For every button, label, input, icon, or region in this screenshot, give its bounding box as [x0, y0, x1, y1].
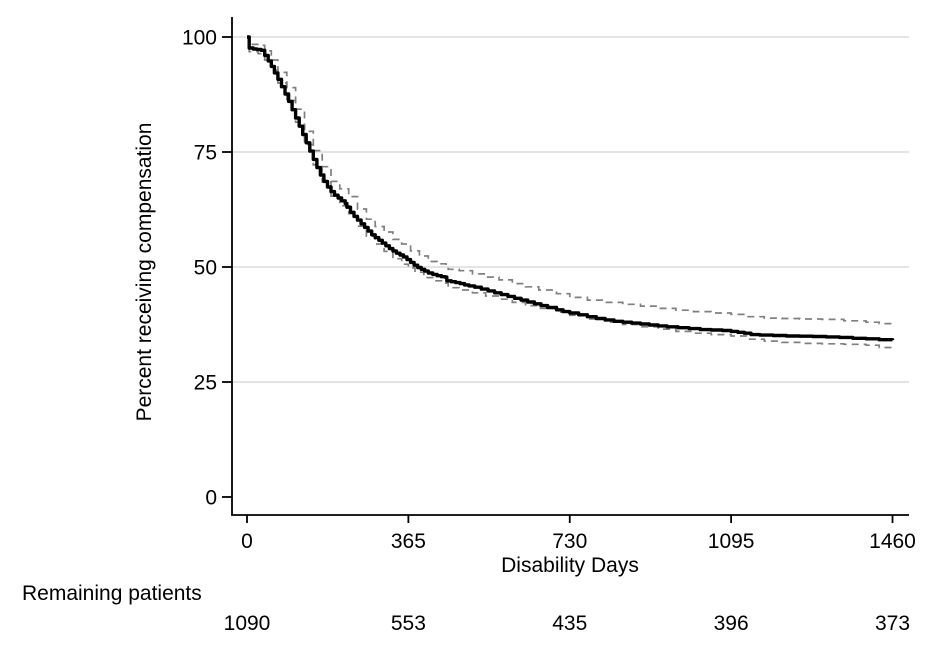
- x-axis-title: Disability Days: [501, 554, 639, 577]
- y-axis-title: Percent receiving compensation: [133, 123, 156, 422]
- gridlines: [233, 36, 909, 383]
- x-tick-label-1095: 1095: [708, 530, 755, 553]
- y-tick-label-100: 100: [182, 27, 217, 50]
- risk-count-0: 1090: [224, 612, 271, 635]
- risk-count-730: 435: [552, 612, 587, 635]
- y-tick-label-0: 0: [205, 487, 217, 510]
- x-tick-label-0: 0: [241, 530, 253, 553]
- risk-count-1460: 373: [875, 612, 910, 635]
- ci-lower-curve: [247, 36, 894, 351]
- risk-table-numbers: 1090 553 435 396 373: [224, 612, 910, 635]
- risk-count-365: 553: [391, 612, 426, 635]
- axes: [222, 17, 909, 523]
- x-tick-label-730: 730: [552, 530, 587, 553]
- y-tick-label-25: 25: [194, 372, 217, 395]
- y-tick-label-50: 50: [194, 257, 217, 280]
- x-tick-labels: 0 365 730 1095 1460: [241, 530, 916, 553]
- x-tick-label-1460: 1460: [869, 530, 916, 553]
- risk-count-1095: 396: [714, 612, 749, 635]
- risk-table-label: Remaining patients: [22, 582, 202, 605]
- y-tick-labels: 0 25 50 75 100: [182, 27, 217, 510]
- x-tick-label-365: 365: [391, 530, 426, 553]
- km-estimate-curve: [247, 35, 895, 342]
- ci-upper-curve: [247, 36, 894, 325]
- y-tick-label-75: 75: [194, 142, 217, 165]
